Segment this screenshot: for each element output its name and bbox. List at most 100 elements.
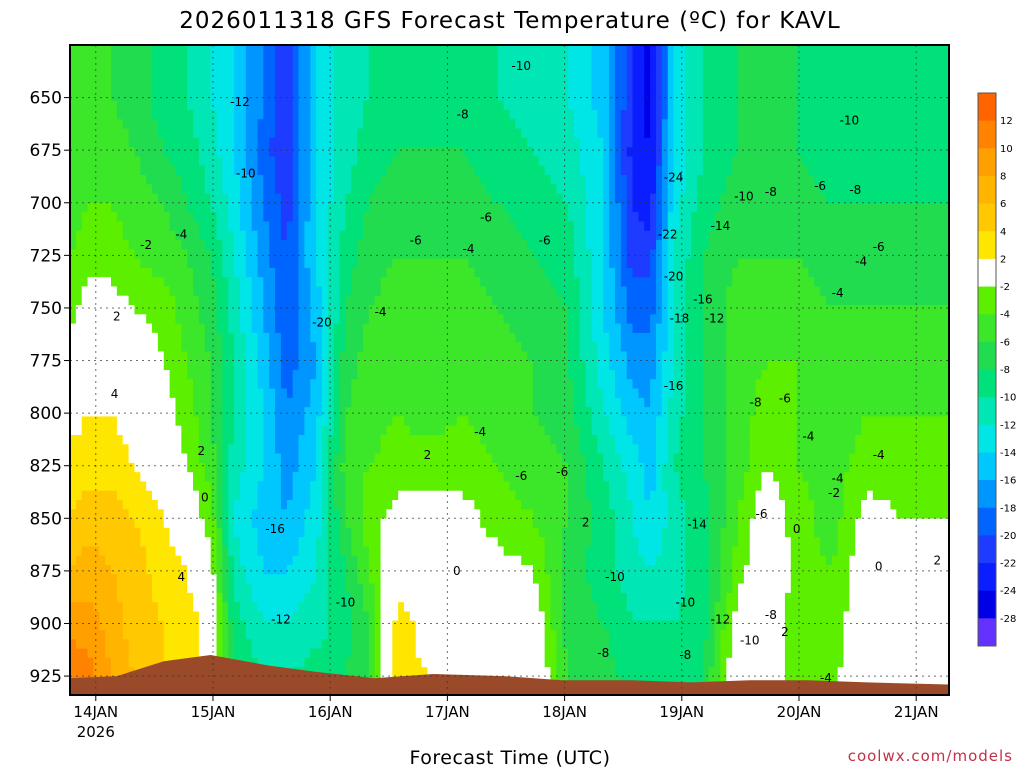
heat-cell [105, 370, 112, 380]
heat-cell [292, 286, 300, 297]
heat-cell [204, 332, 212, 343]
heat-cell [175, 277, 182, 288]
heat-cell [327, 472, 335, 483]
heat-cell [327, 370, 335, 380]
heat-cell [99, 388, 106, 399]
heat-cell [116, 175, 124, 185]
heat-cell [398, 453, 405, 464]
heat-cell [398, 277, 405, 288]
heat-cell [310, 332, 317, 343]
heat-cell [111, 611, 118, 622]
heat-cell [128, 184, 136, 195]
heat-cell [415, 342, 423, 353]
heat-cell [210, 379, 218, 390]
heat-cell [187, 240, 194, 250]
heat-cell [175, 72, 182, 83]
heat-cell [427, 435, 434, 445]
heat-cell [105, 416, 112, 427]
heat-cell [87, 472, 95, 483]
heat-cell [122, 258, 130, 269]
heat-cell [433, 184, 440, 195]
heat-cell [163, 277, 171, 288]
heat-cell [450, 407, 458, 418]
heat-cell [351, 156, 358, 167]
heat-cell [181, 100, 188, 111]
heat-cell [70, 639, 77, 650]
heat-cell [374, 472, 382, 483]
heat-cell [427, 360, 434, 371]
heat-cell [327, 314, 335, 325]
heat-cell [70, 416, 77, 427]
heat-cell [239, 630, 247, 640]
heat-cell [128, 54, 136, 65]
heat-cell [75, 82, 83, 93]
heat-cell [316, 332, 323, 343]
heat-cell [386, 295, 393, 306]
heat-cell [456, 295, 464, 306]
heat-cell [111, 100, 118, 111]
heat-cell [122, 444, 130, 455]
heat-cell [251, 305, 259, 315]
heat-cell [286, 305, 294, 315]
heat-cell [398, 407, 405, 418]
heat-cell [468, 639, 475, 650]
heat-cell [392, 305, 399, 315]
heat-cell [157, 249, 165, 260]
heat-cell [298, 184, 305, 195]
heat-cell [93, 184, 100, 195]
heat-cell [321, 110, 329, 120]
heat-cell [181, 119, 188, 130]
heat-cell [99, 397, 106, 408]
heat-cell [75, 323, 83, 334]
heat-cell [363, 175, 370, 185]
heat-cell [357, 416, 364, 427]
heat-cell [234, 342, 241, 353]
heat-cell [392, 110, 399, 120]
heat-cell [193, 574, 200, 585]
heat-cell [363, 639, 370, 650]
heat-cell [310, 425, 317, 436]
heat-cell [251, 435, 259, 445]
heat-cell [421, 565, 429, 575]
heat-cell [228, 221, 235, 232]
heat-cell [99, 184, 106, 195]
heat-cell [456, 63, 464, 74]
heat-cell [87, 305, 95, 315]
heat-cell [462, 453, 470, 464]
heat-cell [468, 119, 475, 130]
heat-cell [321, 72, 329, 83]
heat-cell [105, 351, 112, 362]
heat-cell [228, 175, 235, 185]
heat-cell [263, 295, 270, 306]
heat-cell [433, 527, 440, 538]
heat-cell [357, 620, 364, 631]
heat-cell [351, 472, 358, 483]
heat-cell [368, 147, 376, 158]
heat-cell [111, 137, 118, 148]
heat-cell [462, 462, 470, 473]
heat-cell [439, 481, 446, 492]
heat-cell [333, 63, 341, 74]
heat-cell [474, 462, 481, 473]
heat-cell [263, 323, 270, 334]
heat-cell [122, 137, 130, 148]
heat-cell [269, 639, 276, 650]
heat-cell [427, 193, 434, 204]
heat-cell [321, 518, 329, 529]
heat-cell [152, 175, 159, 185]
heat-cell [175, 490, 182, 501]
heat-cell [269, 435, 276, 445]
heat-cell [245, 397, 253, 408]
heat-cell [468, 45, 475, 55]
heat-cell [111, 490, 118, 501]
heat-cell [321, 425, 329, 436]
heat-cell [339, 620, 347, 631]
heat-cell [146, 332, 153, 343]
heat-cell [351, 537, 358, 548]
heat-cell [181, 277, 188, 288]
heat-cell [263, 435, 270, 445]
heat-cell [187, 602, 194, 613]
heat-cell [111, 360, 118, 371]
heat-cell [163, 490, 171, 501]
heat-cell [239, 110, 247, 120]
